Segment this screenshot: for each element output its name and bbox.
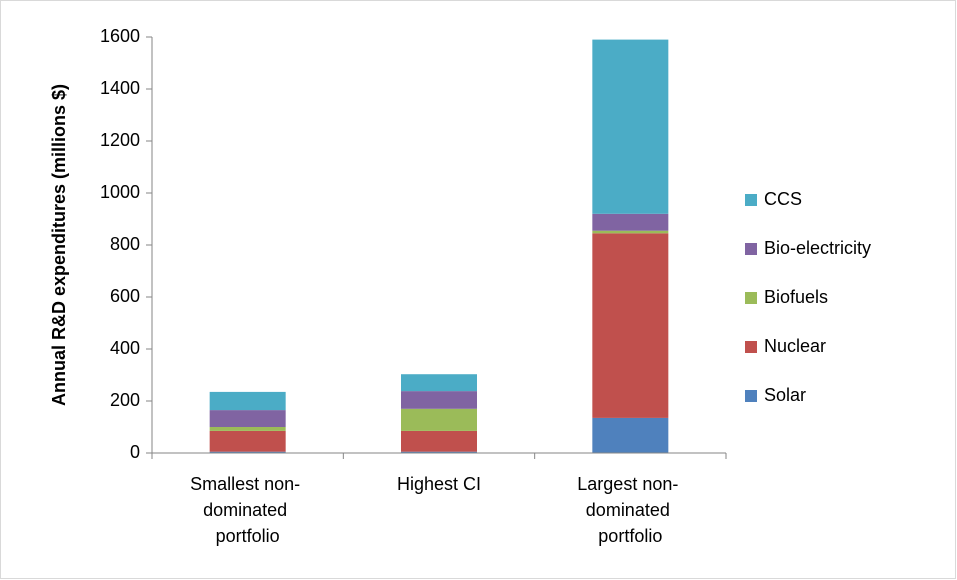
y-axis-title: Annual R&D expenditures (millions $) [49, 84, 69, 406]
legend-label: Solar [764, 385, 806, 405]
legend-swatch [745, 243, 757, 255]
bar-segment [592, 417, 669, 453]
bar-segment [209, 410, 286, 427]
bar-segment [209, 430, 286, 452]
bar-segment [592, 233, 669, 418]
bar-segment [401, 391, 477, 409]
bar-segment [209, 391, 286, 411]
bar-segment [401, 408, 477, 431]
y-tick-label: 600 [110, 286, 140, 306]
bar-segment [592, 39, 669, 214]
bar-segment [209, 427, 286, 431]
legend-label: Bio-electricity [764, 238, 871, 258]
y-tick-label: 400 [110, 338, 140, 358]
x-tick-label: Largest non- dominated portfolio [577, 474, 683, 546]
legend-label: CCS [764, 189, 802, 209]
y-tick-label: 1000 [100, 182, 140, 202]
bar-segment [209, 451, 286, 453]
y-tick-label: 1400 [100, 78, 140, 98]
legend-swatch [745, 341, 757, 353]
legend-label: Nuclear [764, 336, 826, 356]
bar-segment [401, 430, 477, 452]
legend-label: Biofuels [764, 287, 828, 307]
bar-segment [592, 230, 669, 234]
x-tick-label: Highest CI [397, 474, 481, 494]
x-tick-label: Smallest non- dominated portfolio [190, 474, 305, 546]
y-tick-label: 200 [110, 390, 140, 410]
bar-segment [592, 213, 669, 231]
y-tick-label: 800 [110, 234, 140, 254]
y-tick-label: 1200 [100, 130, 140, 150]
legend-swatch [745, 194, 757, 206]
y-tick-label: 0 [130, 442, 140, 462]
bar-segment [401, 451, 477, 453]
legend-swatch [745, 292, 757, 304]
y-tick-label: 1600 [100, 26, 140, 46]
bar-segment [401, 374, 477, 392]
legend-swatch [745, 390, 757, 402]
